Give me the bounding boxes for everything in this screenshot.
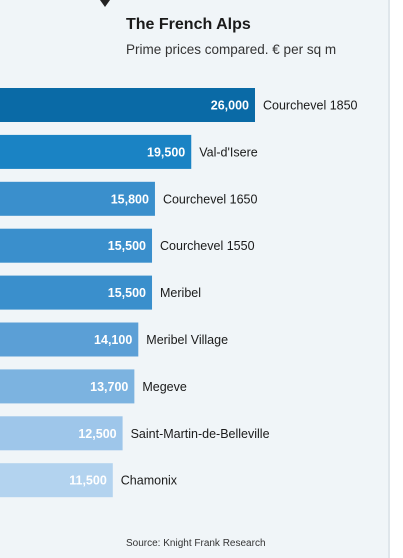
data-label-courchevel-1550: 15,500 bbox=[108, 239, 146, 253]
data-label-courchevel-1650: 15,800 bbox=[111, 192, 149, 206]
chart-subtitle: Prime prices compared. € per sq m bbox=[126, 42, 337, 57]
category-label-courchevel-1850: Courchevel 1850 bbox=[263, 99, 358, 113]
data-label-meribel-village: 14,100 bbox=[94, 333, 132, 347]
data-label-saint-martin-de-belleville: 12,500 bbox=[78, 427, 116, 441]
pointer-marker bbox=[100, 0, 110, 7]
bar-chart: 26,000 Courchevel 1850 19,500 Val-d'Isere 15… bbox=[0, 88, 358, 498]
data-label-val-d-isere: 19,500 bbox=[147, 145, 185, 159]
category-label-megeve: Megeve bbox=[142, 380, 187, 394]
chart-title: The French Alps bbox=[126, 16, 251, 33]
category-label-courchevel-1550: Courchevel 1550 bbox=[160, 239, 255, 253]
bar-meribel-village bbox=[0, 322, 139, 357]
bar-saint-martin-de-belleville bbox=[0, 416, 123, 451]
data-label-megeve: 13,700 bbox=[90, 380, 128, 394]
category-label-meribel-village: Meribel Village bbox=[146, 333, 228, 347]
data-label-chamonix: 11,500 bbox=[69, 474, 107, 488]
data-label-courchevel-1850: 26,000 bbox=[211, 99, 249, 113]
bar-courchevel-1650 bbox=[0, 181, 155, 216]
source-note: Source: Knight Frank Research bbox=[126, 538, 266, 549]
bar-courchevel-1550 bbox=[0, 228, 153, 263]
bar-courchevel-1850 bbox=[0, 88, 255, 122]
category-label-courchevel-1650: Courchevel 1650 bbox=[163, 192, 258, 206]
category-label-chamonix: Chamonix bbox=[121, 474, 178, 488]
category-label-meribel: Meribel bbox=[160, 286, 201, 300]
category-label-val-d-isere: Val-d'Isere bbox=[199, 145, 257, 159]
data-label-meribel: 15,500 bbox=[108, 286, 146, 300]
bar-val-d-isere bbox=[0, 134, 192, 169]
category-label-saint-martin-de-belleville: Saint-Martin-de-Belleville bbox=[131, 427, 270, 441]
bar-megeve bbox=[0, 369, 135, 404]
bar-chamonix bbox=[0, 463, 113, 498]
card-edge bbox=[388, 0, 390, 558]
bar-meribel bbox=[0, 275, 153, 310]
